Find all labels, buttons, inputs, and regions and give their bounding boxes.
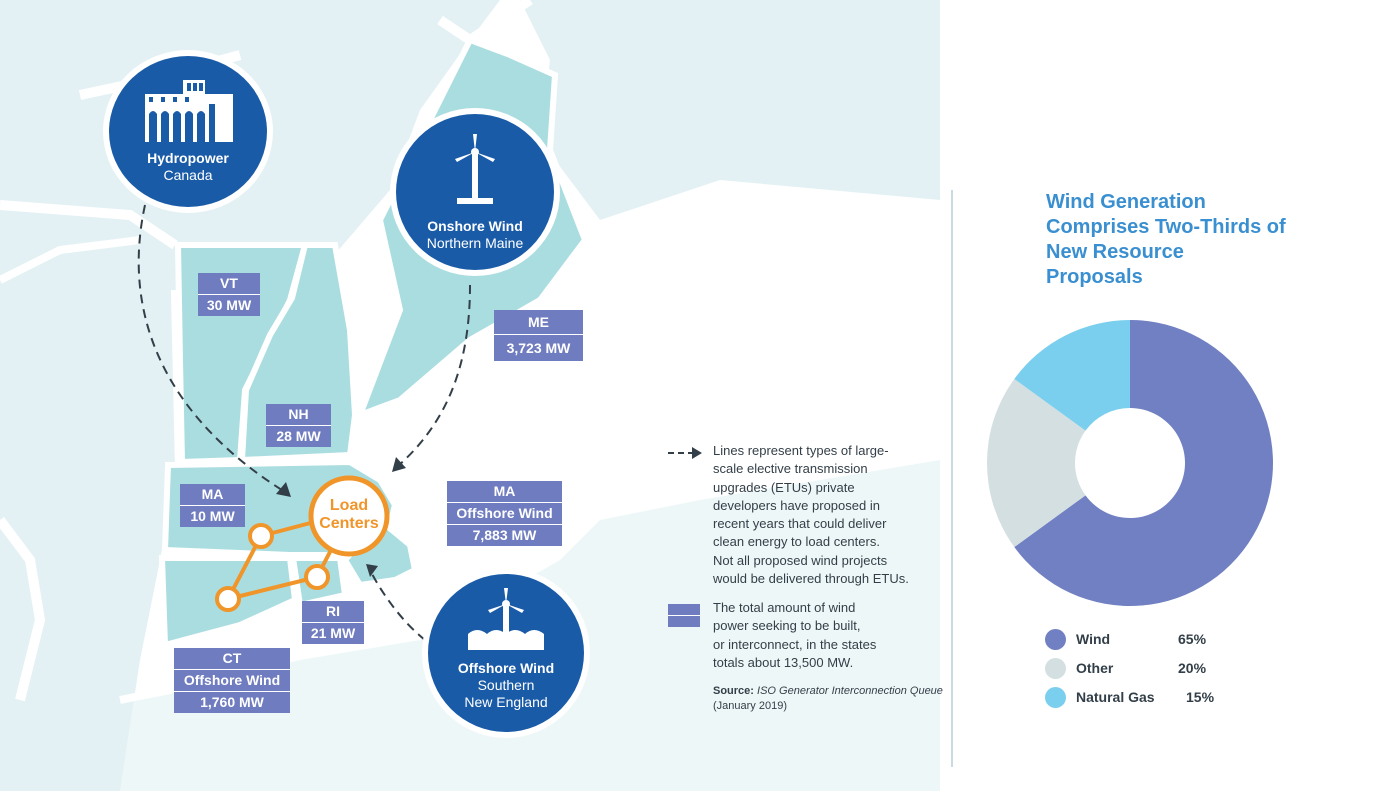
offshore-subtitle-1: Southern [477, 677, 535, 693]
load-node-3 [304, 564, 330, 590]
tag-ri-state: RI [326, 603, 340, 619]
slice-wind [1014, 320, 1273, 606]
legend-lines-line-0: Lines represent types of large- [713, 443, 889, 458]
tag-vt-state: VT [220, 275, 238, 291]
arrowhead-hydro [276, 482, 291, 497]
mw-tag-swatch [668, 604, 700, 627]
legend-lines-text: Lines represent types of large-scale ele… [713, 442, 909, 588]
legend-mw-line-1: power seeking to be built, [713, 618, 861, 634]
source-text: ISO Generator Interconnection Queue [757, 685, 943, 697]
legend-lines-line-7: would be delivered through ETUs. [713, 571, 909, 587]
onshore-title: Onshore Wind [427, 218, 523, 234]
legend-value: 65% [1178, 631, 1207, 647]
tag-ct-offshore-value: 1,760 MW [174, 691, 290, 713]
tag-ma-offshore: MA Offshore Wind 7,883 MW [447, 481, 562, 546]
arrow-hydro [137, 204, 286, 493]
source-date: (January 2019) [713, 700, 787, 712]
legend-swatch [1045, 687, 1066, 708]
tag-nh-value: 28 MW [266, 425, 331, 447]
onshore-wind-circle: Onshore Wind Northern Maine [390, 108, 560, 276]
tag-ct-offshore-state: CT [222, 650, 242, 666]
tag-me-value: 3,723 MW [494, 334, 583, 361]
legend-lines-line-2: upgrades (ETUs) private [713, 479, 855, 495]
slice-natural-gas [1014, 320, 1130, 431]
tag-ri-value: 21 MW [302, 622, 364, 644]
arrowhead-offshore [366, 564, 378, 577]
legend-label: Other [1076, 660, 1114, 676]
tag-ma-offshore-value: 7,883 MW [447, 524, 562, 546]
legend-mw-line-3: totals about 13,500 MW. [713, 654, 854, 670]
tag-ct-offshore: CT Offshore Wind 1,760 MW [174, 648, 290, 713]
state-cape-cod [341, 515, 419, 589]
wind-turbine-icon [455, 134, 495, 204]
tag-ma-state: MA [201, 486, 224, 502]
offshore-title: Offshore Wind [457, 660, 555, 676]
tag-me-state: ME [528, 314, 549, 330]
legend-lines-line-3: developers have proposed in [713, 497, 880, 513]
section-divider [951, 190, 953, 767]
legend-mw-text: The total amount of wind power seeking to… [713, 599, 876, 672]
load-node-2 [215, 586, 241, 612]
legend-mw-line-0: The total amount of wind [713, 600, 856, 615]
tag-ma-value: 10 MW [180, 505, 245, 527]
slice-other [987, 378, 1086, 548]
load-centers-line2: Centers [319, 515, 379, 532]
tag-ma: MA 10 MW [180, 484, 245, 527]
legend-mw-line-2: or interconnect, in the states [713, 636, 877, 652]
hydropower-canada-circle: Hydropower Canada [103, 50, 273, 213]
tag-ma-offshore-state: MA [493, 483, 516, 499]
onshore-subtitle: Northern Maine [426, 235, 524, 251]
hydropower-icon [145, 80, 233, 142]
legend-label: Wind [1076, 631, 1111, 647]
arrow-offshore [369, 569, 426, 641]
legend-lines-line-6: Not all proposed wind projects [713, 552, 888, 568]
source-note: Source: ISO Generator Interconnection Qu… [713, 684, 943, 714]
quebec-landmass [520, 0, 940, 220]
tag-nh: NH 28 MW [266, 404, 331, 447]
load-centers-line1: Load [329, 497, 369, 514]
legend-lines-line-1: scale elective transmission [713, 461, 868, 477]
legend-swatch [1045, 658, 1066, 679]
tag-nh-state: NH [288, 406, 309, 422]
legend-value: 15% [1186, 689, 1215, 705]
offshore-turbine-icon [468, 588, 544, 650]
legend-label: Natural Gas [1076, 689, 1155, 705]
tag-vt: VT 30 MW [198, 273, 260, 316]
offshore-subtitle-2: New England [464, 694, 548, 710]
arrowhead-onshore [392, 457, 406, 472]
load-centers-circle [308, 475, 390, 557]
dashed-arrow-icon [668, 447, 702, 459]
tag-ma-offshore-sub: Offshore Wind [447, 502, 562, 524]
tag-vt-value: 30 MW [198, 294, 260, 316]
tag-me: ME 3,723 MW [494, 310, 583, 361]
offshore-wind-circle: Offshore Wind Southern New England [422, 568, 590, 738]
hydro-title: Hydropower [147, 150, 229, 166]
load-centers-label: Load Centers [308, 497, 390, 533]
tag-ri: RI 21 MW [302, 601, 364, 644]
legend-value: 20% [1178, 660, 1207, 676]
legend-lines-line-4: recent years that could deliver [713, 516, 887, 532]
load-node-1 [248, 523, 274, 549]
legend-lines-line-5: clean energy to load centers. [713, 534, 880, 550]
donut-chart [987, 320, 1273, 606]
hydro-subtitle: Canada [163, 167, 213, 183]
legend-swatch [1045, 629, 1066, 650]
source-label: Source: [713, 685, 754, 697]
chart-title: Wind Generation Comprises Two-Thirds of … [1046, 191, 1286, 288]
tag-ct-offshore-sub: Offshore Wind [174, 669, 290, 691]
